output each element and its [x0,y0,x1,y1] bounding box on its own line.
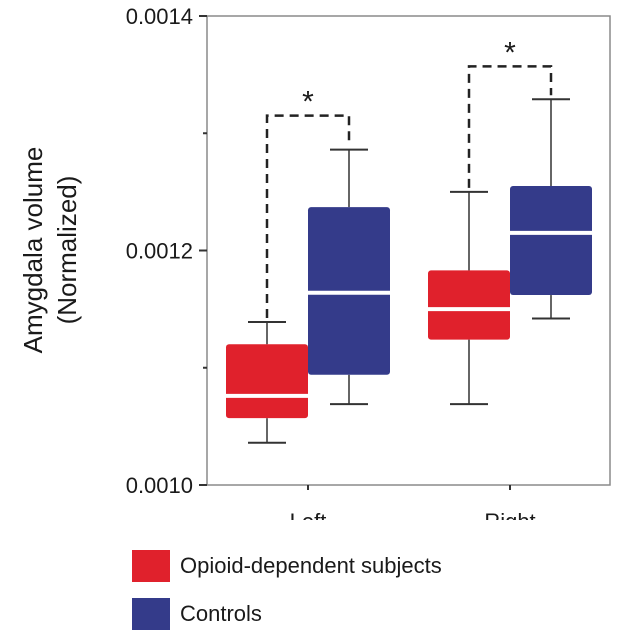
significance-bracket-1 [467,65,553,188]
box-plot-chart: Amygdala volume (Normalized) 0.0010 0.001… [18,4,611,520]
y-axis-title-line1: Amygdala volume [18,147,48,354]
y-axis-title-line2: (Normalized) [52,176,82,325]
y-tick-label-2: 0.0014 [126,4,193,29]
box-series-0-cat-0 [226,344,308,419]
box-series-1-cat-1 [510,186,592,296]
significance-label-1: * [504,36,516,69]
significance-bracket-0 [265,114,351,319]
legend-swatch-controls [132,598,170,630]
y-tick-label-0: 0.0010 [126,473,193,498]
box-series-0-cat-1 [428,270,510,340]
legend-label-controls: Controls [180,601,262,626]
legend-swatch-opioid [132,550,170,582]
y-tick-label-1: 0.0012 [126,239,193,264]
legend-item-opioid: Opioid-dependent subjects [132,550,442,582]
legend-label-opioid: Opioid-dependent subjects [180,553,442,578]
x-tick-label-0: Left [290,509,327,520]
x-tick-label-1: Right [484,509,535,520]
legend-item-controls: Controls [132,598,262,630]
significance-label-0: * [302,86,314,119]
